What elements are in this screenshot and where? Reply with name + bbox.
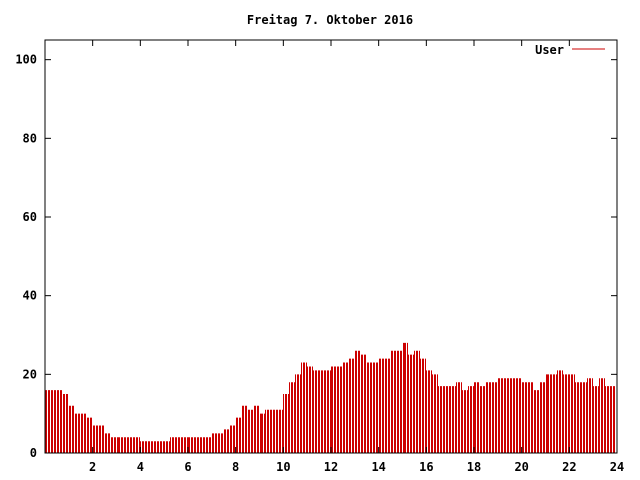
x-tick-label: 18 — [467, 460, 481, 474]
bar-series-group — [45, 342, 615, 453]
y-tick-label: 80 — [23, 131, 37, 145]
x-tick-label: 2 — [89, 460, 96, 474]
x-tick-label: 6 — [184, 460, 191, 474]
y-axis: 0 20 40 60 80 100 — [15, 53, 617, 460]
y-tick-label: 40 — [23, 289, 37, 303]
x-tick-label: 10 — [276, 460, 290, 474]
x-tick-label: 24 — [610, 460, 624, 474]
x-tick-label: 16 — [419, 460, 433, 474]
chart-legend: User — [535, 43, 605, 57]
x-tick-label: 12 — [324, 460, 338, 474]
x-tick-label: 8 — [232, 460, 239, 474]
y-tick-label: 0 — [30, 446, 37, 460]
x-tick-label: 14 — [371, 460, 385, 474]
plot-frame — [44, 39, 618, 454]
y-tick-label: 100 — [15, 53, 37, 67]
y-tick-label: 60 — [23, 210, 37, 224]
y-tick-label: 20 — [23, 367, 37, 381]
legend-label-user: User — [535, 43, 564, 57]
chart-title: Freitag 7. Oktober 2016 — [247, 13, 413, 27]
x-tick-label: 4 — [137, 460, 144, 474]
x-axis: 2 4 6 8 10 12 14 16 18 20 22 24 — [89, 40, 624, 474]
x-tick-label: 20 — [514, 460, 528, 474]
x-tick-label: 22 — [562, 460, 576, 474]
